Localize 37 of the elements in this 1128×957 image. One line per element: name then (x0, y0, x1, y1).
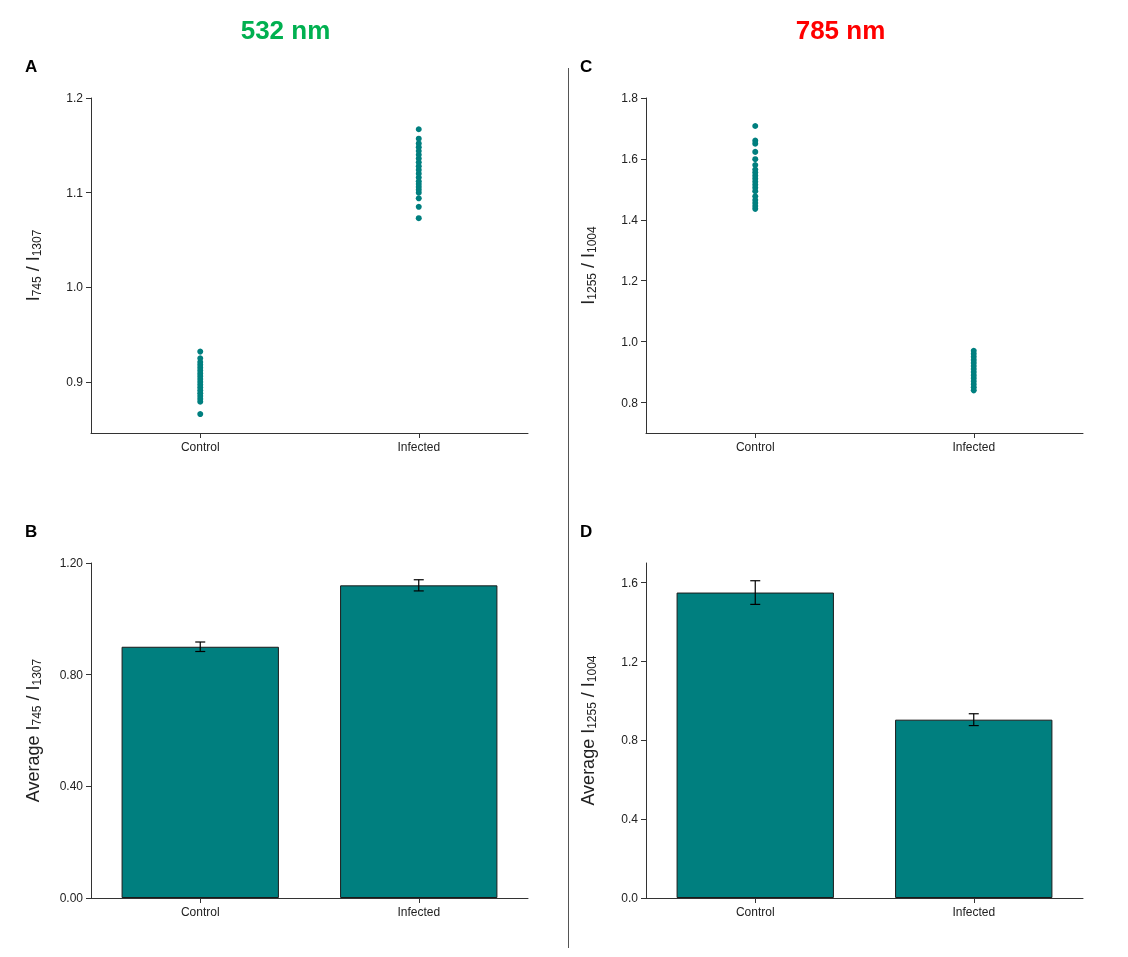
y-tick-label: 0.40 (59, 779, 84, 794)
y-tick-label: 1.2 (621, 654, 639, 669)
y-tick-label: 1.8 (621, 91, 639, 105)
x-tick-label: Control (735, 440, 775, 454)
y-tick-label: 1.4 (621, 212, 639, 227)
y-tick-label: 0.80 (59, 667, 84, 682)
y-tick-label: 1.2 (621, 273, 639, 288)
text: D (580, 522, 593, 541)
x-tick-label: Control (180, 440, 220, 454)
x-tick-label: Infected (397, 440, 441, 454)
x-tick-label: Infected (952, 440, 996, 454)
y-axis-title: I1255 / I1004 (578, 225, 599, 305)
y-tick-label: 1.6 (621, 575, 639, 590)
text: A (25, 57, 38, 76)
y-tick-label: 0.8 (621, 395, 639, 410)
y-tick-label: 1.0 (621, 334, 639, 349)
y-tick-label: 1.2 (66, 91, 84, 105)
chart-title: 532 nm (240, 15, 331, 45)
x-tick-label: Infected (397, 905, 441, 919)
y-tick-label: 0.00 (59, 891, 84, 905)
y-axis-title: Average I1255 / I1004 (578, 655, 599, 806)
text: B (25, 522, 38, 541)
text: C (580, 57, 593, 76)
y-axis-title: I745 / I1307 (23, 229, 44, 302)
x-tick-label: Infected (952, 905, 996, 919)
x-tick-label: Control (180, 905, 220, 919)
y-tick-label: 0.9 (66, 374, 84, 389)
y-tick-label: 1.6 (621, 151, 639, 166)
x-tick-label: Control (735, 905, 775, 919)
chart-title: 785 nm (795, 15, 886, 45)
y-axis-title: Average I745 / I1307 (23, 658, 44, 803)
y-tick-label: 1.20 (59, 556, 84, 570)
y-tick-label: 0.8 (621, 733, 639, 748)
y-tick-label: 0.4 (621, 812, 639, 827)
y-tick-label: 1.1 (66, 185, 84, 200)
y-tick-label: 1.0 (66, 280, 84, 295)
y-tick-label: 0.0 (621, 891, 639, 905)
